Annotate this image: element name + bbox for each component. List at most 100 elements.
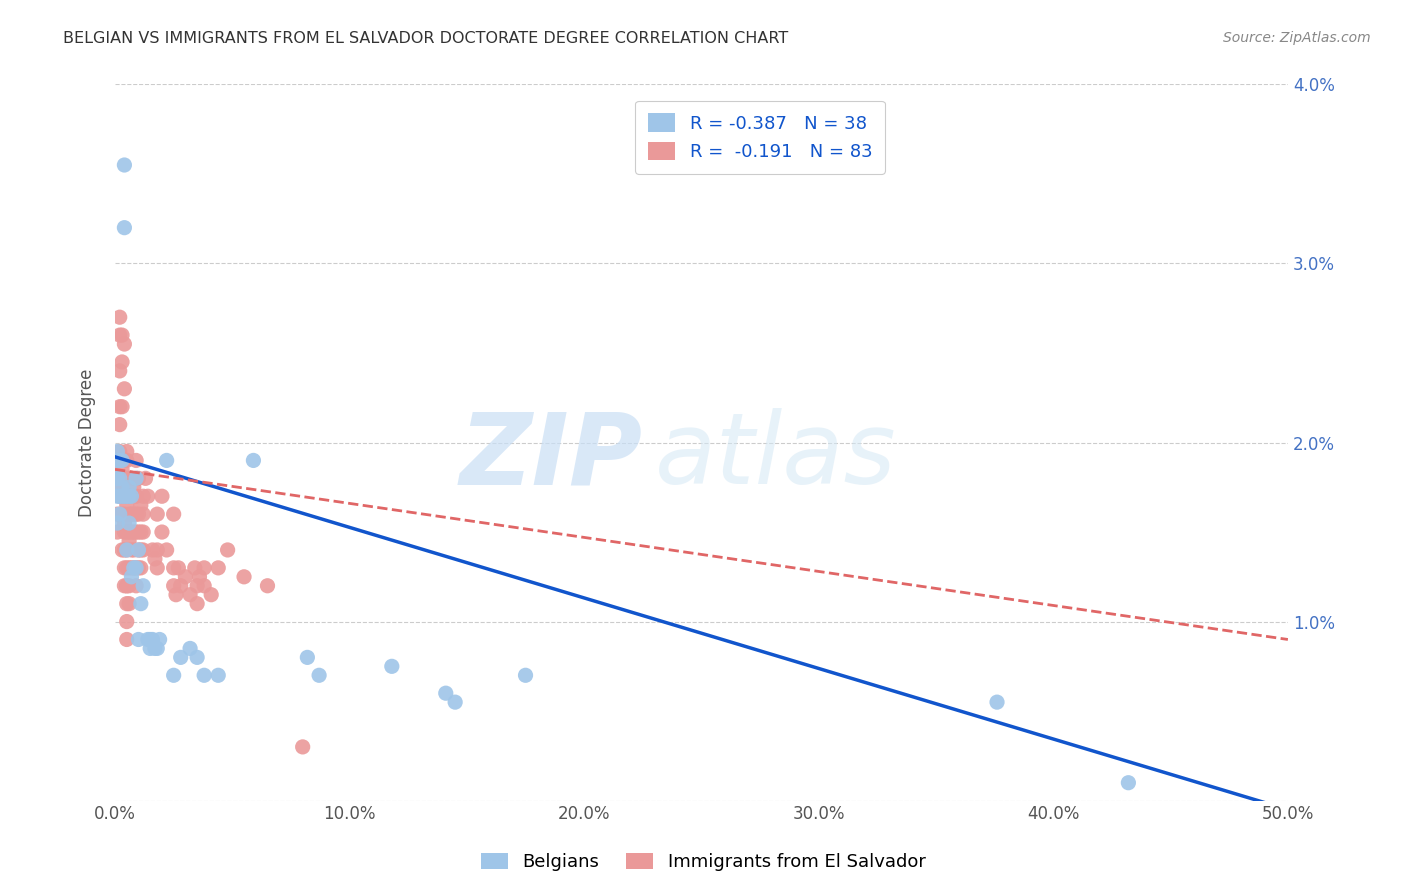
Point	[118, 480, 141, 494]
Point	[118, 534, 141, 549]
Point	[115, 444, 138, 458]
Point	[193, 561, 215, 575]
Point	[112, 471, 135, 485]
Point	[207, 561, 229, 575]
Point	[115, 597, 138, 611]
Point	[125, 579, 148, 593]
Point	[111, 507, 134, 521]
Point	[111, 489, 134, 503]
Legend: Belgians, Immigrants from El Salvador: Belgians, Immigrants from El Salvador	[474, 846, 932, 879]
Point	[125, 561, 148, 575]
Point	[111, 462, 134, 476]
Point	[156, 543, 179, 558]
Point	[122, 561, 145, 575]
Point	[136, 489, 159, 503]
Point	[118, 579, 141, 593]
Point	[127, 543, 149, 558]
Point	[125, 471, 148, 485]
Point	[122, 524, 145, 539]
Point	[118, 507, 141, 521]
Point	[115, 543, 138, 558]
Point	[170, 579, 193, 593]
Point	[115, 489, 138, 503]
Point	[291, 739, 314, 754]
Point	[118, 524, 141, 539]
Point	[108, 471, 131, 485]
Point	[105, 516, 128, 530]
Point	[105, 444, 128, 458]
Point	[129, 597, 152, 611]
Point	[112, 158, 135, 172]
Point	[115, 579, 138, 593]
Point	[111, 355, 134, 369]
Point	[112, 507, 135, 521]
Point	[127, 507, 149, 521]
Point	[120, 524, 142, 539]
Point	[112, 382, 135, 396]
Point	[108, 453, 131, 467]
Point	[186, 597, 208, 611]
Point	[179, 588, 201, 602]
Point	[108, 489, 131, 503]
Point	[118, 561, 141, 575]
Point	[381, 659, 404, 673]
Point	[233, 570, 256, 584]
Point	[112, 489, 135, 503]
Point	[112, 561, 135, 575]
Point	[146, 507, 169, 521]
Point	[163, 561, 186, 575]
Point	[108, 444, 131, 458]
Point	[186, 650, 208, 665]
Point	[170, 650, 193, 665]
Point	[108, 310, 131, 325]
Point	[120, 471, 142, 485]
Point	[108, 417, 131, 432]
Point	[129, 561, 152, 575]
Point	[112, 516, 135, 530]
Point	[105, 489, 128, 503]
Point	[105, 524, 128, 539]
Point	[112, 220, 135, 235]
Point	[132, 507, 155, 521]
Point	[111, 489, 134, 503]
Point	[308, 668, 330, 682]
Point	[115, 453, 138, 467]
Point	[108, 507, 131, 521]
Point	[111, 471, 134, 485]
Point	[142, 543, 165, 558]
Point	[193, 668, 215, 682]
Point	[115, 579, 138, 593]
Point	[122, 561, 145, 575]
Point	[111, 480, 134, 494]
Point	[120, 507, 142, 521]
Point	[120, 561, 142, 575]
Point	[118, 516, 141, 530]
Point	[434, 686, 457, 700]
Point	[142, 632, 165, 647]
Point	[184, 561, 207, 575]
Point	[256, 579, 278, 593]
Point	[125, 524, 148, 539]
Point	[139, 632, 162, 647]
Point	[108, 471, 131, 485]
Text: atlas: atlas	[655, 409, 896, 506]
Point	[156, 453, 179, 467]
Point	[125, 561, 148, 575]
Point	[105, 453, 128, 467]
Point	[125, 489, 148, 503]
Point	[136, 632, 159, 647]
Point	[132, 579, 155, 593]
Point	[127, 543, 149, 558]
Point	[143, 552, 166, 566]
Point	[120, 570, 142, 584]
Point	[111, 453, 134, 467]
Point	[112, 337, 135, 351]
Point	[165, 588, 187, 602]
Point	[149, 632, 172, 647]
Point	[132, 543, 155, 558]
Point	[112, 453, 135, 467]
Point	[125, 471, 148, 485]
Point	[163, 668, 186, 682]
Point	[129, 543, 152, 558]
Point	[105, 471, 128, 485]
